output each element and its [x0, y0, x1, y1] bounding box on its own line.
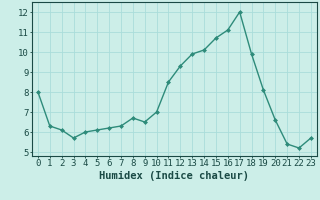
X-axis label: Humidex (Indice chaleur): Humidex (Indice chaleur)	[100, 171, 249, 181]
